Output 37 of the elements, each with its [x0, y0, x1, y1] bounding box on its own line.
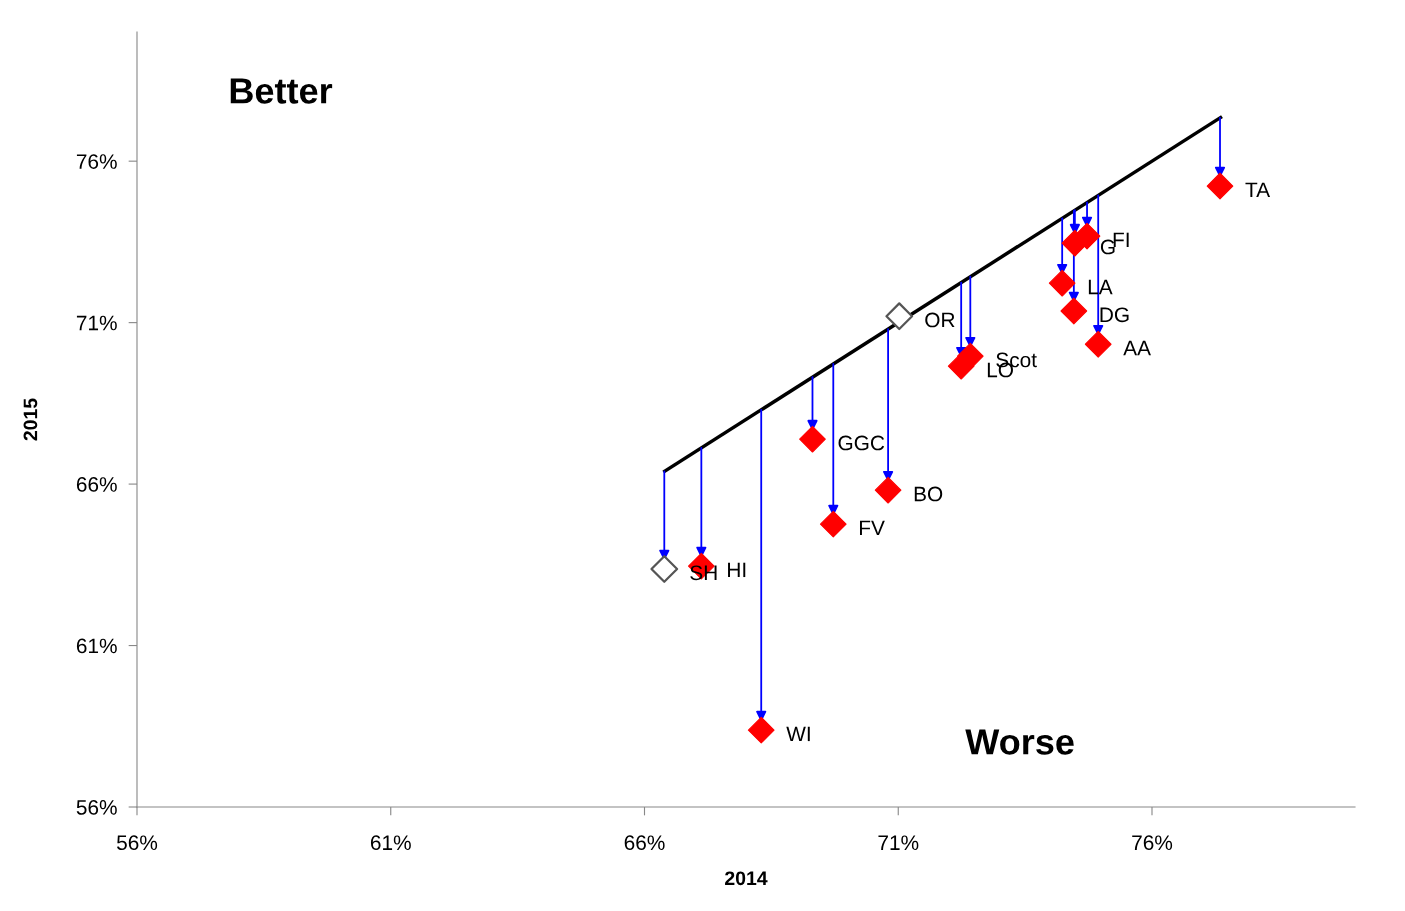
annotation: Worse: [965, 729, 1074, 755]
y-tick-label: 76%: [76, 154, 117, 169]
annotation: G: [1100, 239, 1115, 255]
annotation: HI: [728, 562, 746, 578]
y-tick-label: 66%: [76, 477, 117, 492]
annotation: WI: [786, 726, 810, 742]
annotation: GGC: [838, 435, 885, 451]
point: [947, 352, 975, 380]
x-tick-label: 76%: [1132, 835, 1173, 851]
y-tick-label: 71%: [76, 315, 117, 331]
annotation: AA: [1123, 340, 1151, 356]
x-axis-title: 2014: [725, 871, 768, 886]
point: [885, 302, 914, 331]
point: [799, 425, 826, 453]
x-tick-label: 66%: [624, 835, 665, 851]
annotation: OR: [925, 312, 955, 328]
y-axis-title: 2015: [23, 398, 38, 441]
point: [1048, 269, 1076, 297]
point: [650, 555, 679, 583]
point: [874, 476, 902, 504]
point: [819, 510, 847, 538]
annotation: FV: [860, 520, 885, 536]
annotation: Better: [230, 78, 333, 104]
y-tick-label: 56%: [76, 800, 117, 815]
point: [1206, 172, 1234, 200]
annotation: SH: [690, 565, 717, 581]
point: [1060, 297, 1088, 325]
x-tick-label: 71%: [878, 835, 919, 850]
point: [1084, 330, 1112, 358]
x-tick-label: 61%: [370, 835, 411, 851]
annotation: TA: [1245, 182, 1271, 197]
x-tick-label: 56%: [116, 835, 158, 851]
y-tick-label: 61%: [76, 638, 117, 654]
annotation: FI: [1113, 232, 1129, 248]
point: [747, 716, 775, 744]
annotation: DG: [1100, 307, 1129, 323]
annotation: BO: [914, 486, 943, 502]
